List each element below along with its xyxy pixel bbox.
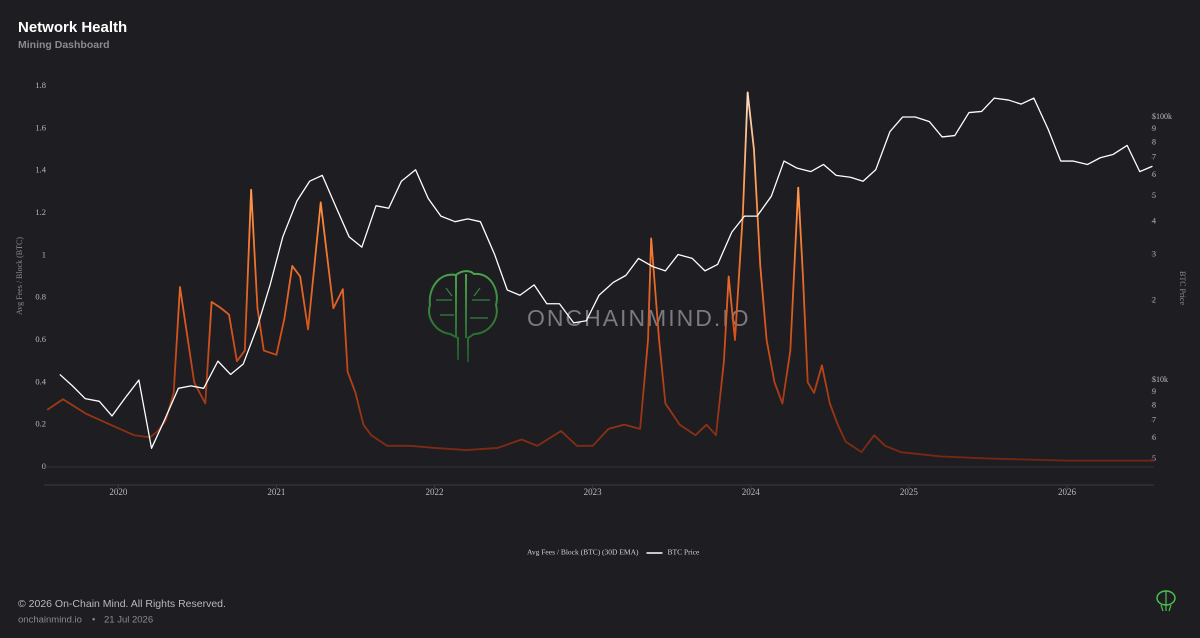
- x-tick-label: 2023: [584, 487, 603, 497]
- legend-label: BTC Price: [668, 548, 701, 557]
- x-tick-label: 2024: [742, 487, 761, 497]
- y-tick-label: 1.8: [35, 80, 46, 90]
- x-tick-label: 2020: [109, 487, 128, 497]
- y2-tick-label: 7: [1152, 416, 1156, 425]
- y2-tick-label: 6: [1152, 170, 1156, 179]
- y-tick-label: 0.8: [35, 292, 46, 302]
- y-tick-label: 1: [42, 249, 46, 259]
- y-tick-label: 1.6: [35, 122, 46, 132]
- footer-logo: [1156, 590, 1176, 612]
- watermark-logo: [428, 270, 498, 362]
- y-tick-label: 0.6: [35, 334, 46, 344]
- y-axis-label: Avg Fees / Block (BTC): [15, 237, 24, 315]
- legend-label: Avg Fees / Block (BTC) (30D EMA): [527, 548, 639, 557]
- y2-tick-label: 2: [1152, 296, 1156, 305]
- y2-axis-label: BTC Price: [1178, 271, 1187, 305]
- y-tick-label: 0: [42, 461, 46, 471]
- footer-site: onchainmind.io: [18, 615, 82, 626]
- y2-tick-label: 9: [1152, 124, 1156, 133]
- watermark-text: ONCHAINMIND.IO: [527, 305, 751, 331]
- series-line: [59, 97, 1153, 449]
- x-tick-label: 2026: [1058, 487, 1077, 497]
- y2-tick-label: 9: [1152, 387, 1156, 396]
- y-tick-label: 1.2: [35, 207, 46, 217]
- chart-title: Network Health: [18, 19, 127, 36]
- y2-tick-label: $10k: [1152, 375, 1168, 384]
- series-line: [46, 91, 1154, 462]
- y2-tick-label: 7: [1152, 153, 1156, 162]
- y2-tick-label: 5: [1152, 454, 1156, 463]
- y2-tick-label: $100k: [1152, 112, 1172, 121]
- y2-tick-label: 5: [1152, 191, 1156, 200]
- y-tick-label: 0.2: [35, 419, 46, 429]
- y2-tick-label: 8: [1152, 137, 1156, 146]
- footer-copyright: © 2026 On-Chain Mind. All Rights Reserve…: [18, 598, 226, 610]
- y2-tick-label: 6: [1152, 433, 1156, 442]
- footer-date: 21 Jul 2026: [104, 615, 153, 626]
- x-tick-label: 2021: [267, 487, 285, 497]
- x-tick-label: 2022: [426, 487, 444, 497]
- y2-tick-label: 4: [1152, 217, 1156, 226]
- y-tick-label: 0.4: [35, 376, 46, 386]
- y2-tick-label: 3: [1152, 249, 1156, 258]
- footer-separator: •: [92, 615, 95, 626]
- chart-subtitle: Mining Dashboard: [18, 39, 110, 51]
- y-tick-label: 1.4: [35, 165, 46, 175]
- x-tick-label: 2025: [900, 487, 919, 497]
- y2-tick-label: 8: [1152, 400, 1156, 409]
